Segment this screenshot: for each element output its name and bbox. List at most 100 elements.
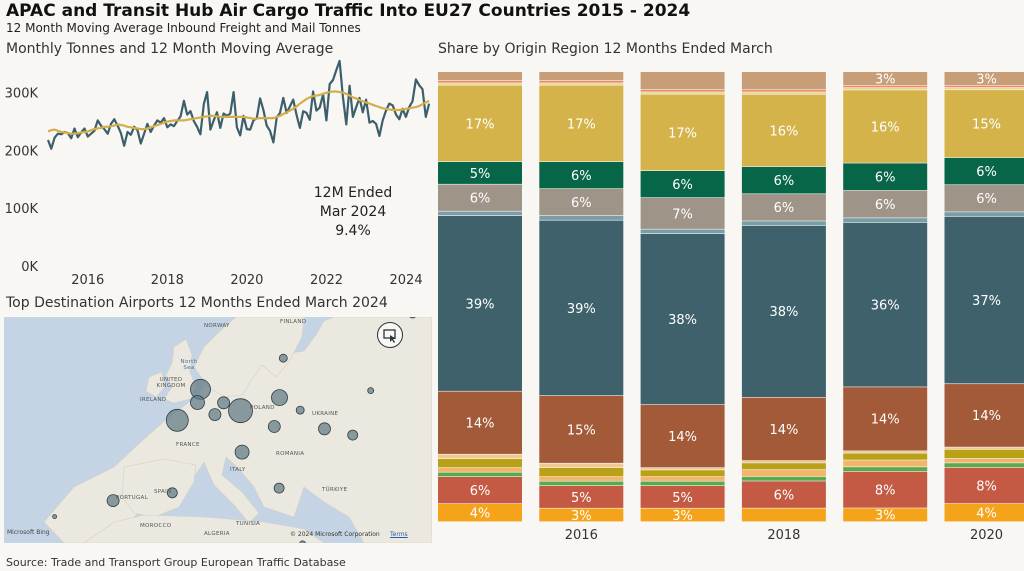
bar-segment[interactable] xyxy=(843,471,928,508)
bar-segment[interactable] xyxy=(438,454,522,459)
bar-segment[interactable] xyxy=(640,92,725,94)
airport-bubble[interactable] xyxy=(208,408,222,421)
bar-segment[interactable] xyxy=(944,467,1024,504)
bar-segment[interactable] xyxy=(944,503,1024,522)
bar-segment[interactable] xyxy=(640,481,725,486)
focus-mode-button[interactable] xyxy=(377,322,403,348)
bar-segment[interactable] xyxy=(438,391,522,454)
bar-segment[interactable] xyxy=(741,225,826,398)
bar-segment[interactable] xyxy=(944,185,1024,212)
bar-segment[interactable] xyxy=(843,85,928,88)
bar-segment[interactable] xyxy=(539,85,624,162)
bar-segment[interactable] xyxy=(640,486,725,508)
bar-segment[interactable] xyxy=(640,477,725,481)
europe-map[interactable]: FINLAND NORWAY North Sea UNITED KINGDOM … xyxy=(4,317,432,543)
bar-segment[interactable] xyxy=(843,72,928,86)
bar-segment[interactable] xyxy=(944,458,1024,463)
bar-segment[interactable] xyxy=(944,90,1024,158)
airport-bubble[interactable] xyxy=(347,429,359,441)
bar-segment[interactable] xyxy=(843,163,928,191)
bar-2020[interactable]: 4% 8% 14% 37% 6% 6% 15% 3% xyxy=(944,72,1024,522)
bar-segment[interactable] xyxy=(539,481,624,486)
bar-2017[interactable]: 3% 5% 14% 38% 7% 6% 17% xyxy=(640,72,725,524)
bar-segment[interactable] xyxy=(741,194,826,221)
bar-segment[interactable] xyxy=(438,83,522,85)
bar-segment[interactable] xyxy=(843,190,928,218)
stacked-bar-chart[interactable]: 4% 6% 14% 39% 6% 5% 17% 3% 5% 15% 39% 6% 6% 17% 3% 5% 14… xyxy=(430,60,1024,550)
bar-segment[interactable] xyxy=(539,468,624,477)
bar-segment[interactable] xyxy=(741,166,826,194)
bar-segment[interactable] xyxy=(438,504,522,522)
bar-segment[interactable] xyxy=(640,234,725,405)
bar-segment[interactable] xyxy=(843,218,928,223)
airport-bubble[interactable] xyxy=(228,398,253,424)
airport-bubble[interactable] xyxy=(190,395,205,410)
bar-segment[interactable] xyxy=(944,72,1024,85)
airport-bubble[interactable] xyxy=(52,514,57,520)
bar-segment[interactable] xyxy=(438,468,522,472)
airport-bubble[interactable] xyxy=(271,389,288,406)
bar-segment[interactable] xyxy=(944,384,1024,447)
bar-segment[interactable] xyxy=(944,216,1024,384)
bar-segment[interactable] xyxy=(741,469,826,477)
bar-segment[interactable] xyxy=(539,508,624,522)
airport-bubbles[interactable] xyxy=(52,317,417,543)
bar-segment[interactable] xyxy=(539,463,624,468)
bar-segment[interactable] xyxy=(640,171,725,198)
bar-segment[interactable] xyxy=(438,216,522,391)
bar-segment[interactable] xyxy=(944,463,1024,468)
airport-bubble[interactable] xyxy=(295,405,305,415)
bar-segment[interactable] xyxy=(438,184,522,211)
airport-bubble[interactable] xyxy=(273,482,285,494)
bar-segment[interactable] xyxy=(438,211,522,216)
bar-segment[interactable] xyxy=(438,81,522,83)
bar-segment[interactable] xyxy=(741,397,826,461)
bar-segment[interactable] xyxy=(640,508,725,522)
bar-segment[interactable] xyxy=(640,470,725,477)
bar-segment[interactable] xyxy=(640,468,725,470)
bar-segment[interactable] xyxy=(539,72,624,81)
bar-segment[interactable] xyxy=(741,94,826,167)
bar-segment[interactable] xyxy=(640,94,725,171)
bar-segment[interactable] xyxy=(843,453,928,460)
bar-segment[interactable] xyxy=(944,87,1024,90)
bar-segment[interactable] xyxy=(741,508,826,522)
bar-segment[interactable] xyxy=(741,460,826,463)
bar-segment[interactable] xyxy=(438,477,522,504)
bar-segment[interactable] xyxy=(843,222,928,387)
bar-segment[interactable] xyxy=(741,72,826,90)
bar-segment[interactable] xyxy=(944,449,1024,459)
bar-segment[interactable] xyxy=(438,459,522,468)
bar-2018[interactable]: 6% 14% 38% 6% 6% 16% xyxy=(741,72,826,522)
airport-bubble[interactable] xyxy=(106,494,120,508)
bar-segment[interactable] xyxy=(741,463,826,470)
bar-segment[interactable] xyxy=(539,477,624,481)
bar-2015[interactable]: 4% 6% 14% 39% 6% 5% 17% xyxy=(438,72,522,522)
airport-bubble[interactable] xyxy=(166,487,178,499)
bar-segment[interactable] xyxy=(539,162,624,189)
bar-segment[interactable] xyxy=(944,157,1024,185)
bar-segment[interactable] xyxy=(741,476,826,481)
bar-segment[interactable] xyxy=(843,87,928,90)
bar-2019[interactable]: 3% 8% 14% 36% 6% 6% 16% 3% xyxy=(843,72,928,524)
bar-segment[interactable] xyxy=(741,481,826,508)
bar-segment[interactable] xyxy=(843,90,928,163)
bar-segment[interactable] xyxy=(438,472,522,477)
bar-segment[interactable] xyxy=(843,467,928,472)
bar-segment[interactable] xyxy=(843,508,928,522)
airport-bubble[interactable] xyxy=(318,422,331,436)
bar-segment[interactable] xyxy=(539,220,624,396)
bar-segment[interactable] xyxy=(539,81,624,83)
bar-segment[interactable] xyxy=(438,162,522,184)
airport-bubble[interactable] xyxy=(234,444,250,460)
airport-bubble[interactable] xyxy=(278,353,288,363)
bar-segment[interactable] xyxy=(539,486,624,508)
airport-bubble[interactable] xyxy=(165,408,189,432)
bar-segment[interactable] xyxy=(640,198,725,229)
airport-bubble[interactable] xyxy=(267,420,281,433)
airport-bubble[interactable] xyxy=(409,317,417,319)
bar-segment[interactable] xyxy=(944,85,1024,88)
bar-segment[interactable] xyxy=(438,85,522,162)
bar-2016[interactable]: 3% 5% 15% 39% 6% 6% 17% xyxy=(539,72,624,524)
airport-bubble[interactable] xyxy=(299,540,306,543)
